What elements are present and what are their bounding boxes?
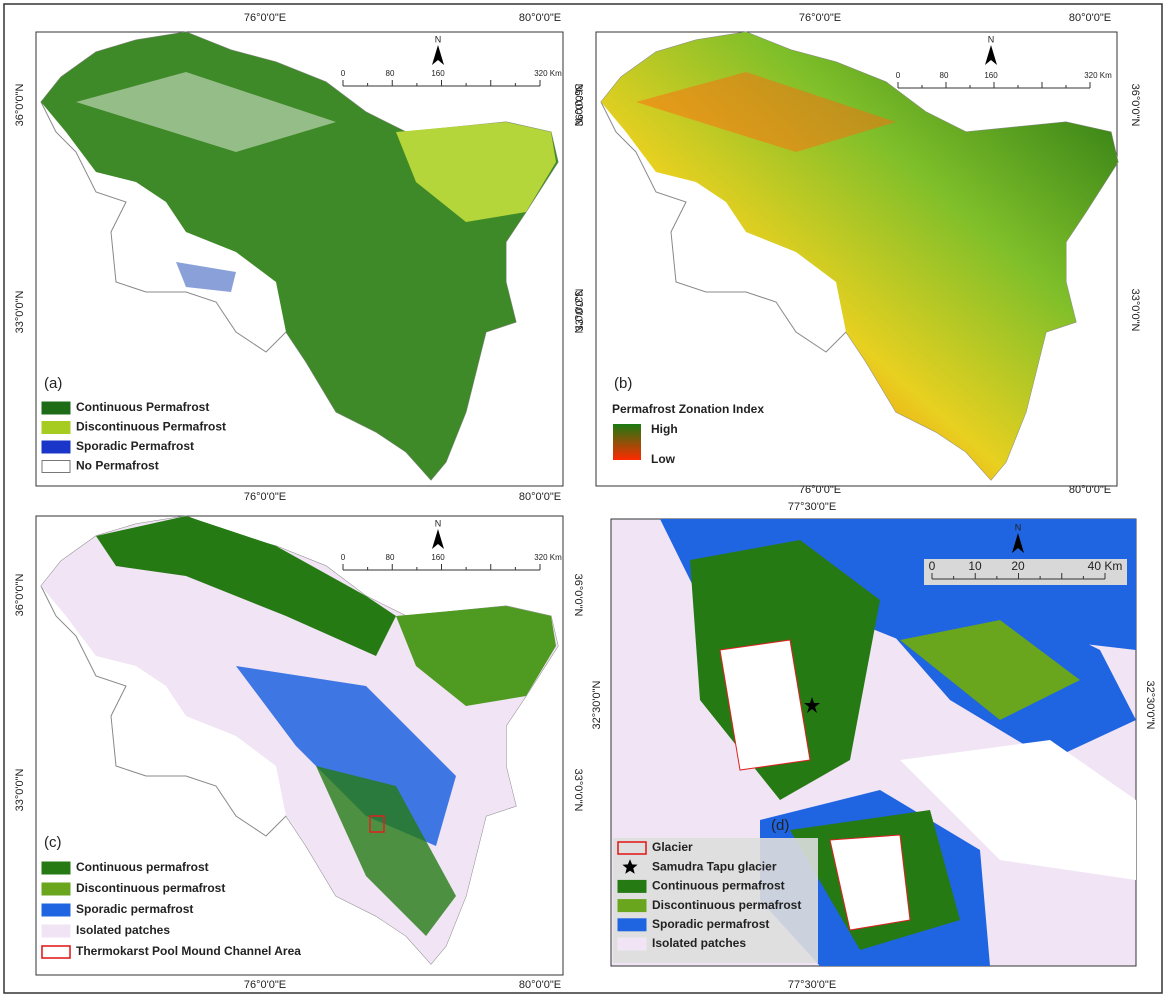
scale-label: 160	[431, 553, 445, 562]
scale-bar-bg	[924, 559, 1127, 585]
right-coord-label: 33°0'0"N	[572, 291, 584, 334]
top-coord-label: 76°0'0"E	[799, 12, 841, 24]
top-coord-label: 80°0'0"E	[1069, 12, 1111, 24]
legend-label: Sporadic permafrost	[652, 917, 769, 931]
scale-label: 320 Km	[534, 553, 562, 562]
north-label: N	[1015, 522, 1022, 532]
right-coord-label: 36°0'0"N	[572, 84, 584, 127]
bottom-coord-label: 80°0'0"E	[1069, 484, 1111, 496]
legend-label: Isolated patches	[76, 923, 170, 937]
left-coord-label: 33°0'0"N	[14, 769, 26, 812]
legend-label: Glacier	[652, 840, 693, 854]
legend-label: Continuous permafrost	[652, 879, 785, 893]
panel-a-map	[35, 31, 564, 487]
bottom-coord-label: 80°0'0"E	[519, 979, 561, 991]
right-coord-label: 36°0'0"N	[572, 574, 584, 617]
left-coord-label: 36°0'0"N	[574, 84, 586, 127]
scale-label: 0	[341, 553, 346, 562]
panel-b-map	[595, 31, 1119, 487]
legend-swatch	[617, 918, 647, 932]
bottom-coord-label: 77°30'0"E	[788, 979, 836, 991]
legend-label: Continuous permafrost	[76, 860, 209, 874]
top-coord-label: 76°0'0"E	[244, 12, 286, 24]
north-label: N	[988, 34, 995, 44]
north-label: N	[435, 34, 442, 44]
legend-swatch	[41, 440, 71, 454]
panel-label: (b)	[614, 375, 632, 392]
bottom-coord-label: 76°0'0"E	[799, 484, 841, 496]
bottom-coord-label: 76°0'0"E	[244, 491, 286, 503]
legend-label: Isolated patches	[652, 936, 746, 950]
legend-swatch	[41, 903, 71, 917]
legend-label: Samudra Tapu glacier	[652, 859, 777, 873]
north-label: N	[435, 518, 442, 528]
legend-label: Discontinuous permafrost	[652, 898, 801, 912]
legend-swatch	[622, 859, 638, 874]
scale-label: 10	[968, 559, 982, 573]
right-coord-label: 33°0'0"N	[1129, 289, 1141, 332]
legend-label: High	[651, 422, 678, 436]
panel-label: (c)	[44, 834, 62, 851]
left-coord-label: 36°0'0"N	[14, 574, 26, 617]
scale-label: 0	[896, 71, 901, 80]
scale-label: 20	[1011, 559, 1025, 573]
legend-label: Sporadic permafrost	[76, 902, 193, 916]
legend-swatch	[41, 401, 71, 415]
scale-label: 80	[386, 69, 395, 78]
bottom-coord-label: 76°0'0"E	[244, 979, 286, 991]
north-arrow	[985, 45, 997, 65]
legend-label: No Permafrost	[76, 459, 159, 473]
legend-swatch	[41, 421, 71, 434]
north-arrow	[1012, 533, 1024, 553]
north-arrow	[432, 529, 444, 549]
right-coord-label: 32°30'0"N	[1144, 681, 1156, 730]
scale-label: 160	[431, 69, 445, 78]
legend-label: Discontinuous Permafrost	[76, 420, 226, 434]
top-coord-label: 80°0'0"E	[519, 12, 561, 24]
panel-label: (a)	[44, 375, 62, 392]
legend-label: Low	[651, 452, 676, 466]
scale-label: 0	[929, 559, 936, 573]
scale-label: 0	[341, 69, 346, 78]
legend-title: Permafrost Zonation Index	[612, 402, 764, 416]
scale-label: 320 Km	[1084, 71, 1112, 80]
legend-swatch	[617, 899, 647, 913]
scale-label: 80	[940, 71, 949, 80]
left-coord-label: 32°30'0"N	[591, 680, 603, 729]
figure-frame	[3, 3, 1163, 994]
scale-label: 40 Km	[1088, 559, 1123, 573]
left-coord-label: 33°0'0"N	[574, 289, 586, 332]
legend-swatch	[617, 841, 647, 855]
north-arrow	[432, 45, 444, 65]
panel-c-map	[35, 515, 564, 976]
legend-label: Discontinuous permafrost	[76, 881, 225, 895]
scale-label: 160	[984, 71, 998, 80]
legend-label: Thermokarst Pool Mound Channel Area	[76, 944, 301, 958]
legend-label: Sporadic Permafrost	[76, 439, 194, 453]
bottom-coord-label: 80°0'0"E	[519, 491, 561, 503]
legend-swatch	[41, 861, 71, 875]
legend-color-ramp	[613, 424, 641, 460]
right-coord-label: 36°0'0"N	[1129, 84, 1141, 127]
legend-swatch	[41, 460, 71, 473]
legend-swatch	[41, 924, 71, 938]
top-coord-label: 77°30'0"E	[788, 501, 836, 513]
scale-label: 320 Km	[534, 69, 562, 78]
legend-swatch	[617, 937, 647, 951]
scale-label: 80	[386, 553, 395, 562]
legend-swatch	[41, 882, 71, 896]
legend-swatch	[617, 879, 647, 893]
left-coord-label: 33°0'0"N	[14, 291, 26, 334]
left-coord-label: 36°0'0"N	[14, 84, 26, 127]
legend-label: Continuous Permafrost	[76, 400, 209, 414]
legend-swatch	[41, 945, 71, 959]
panel-label: (d)	[771, 817, 789, 834]
legend-box	[613, 838, 818, 963]
right-coord-label: 33°0'0"N	[572, 769, 584, 812]
